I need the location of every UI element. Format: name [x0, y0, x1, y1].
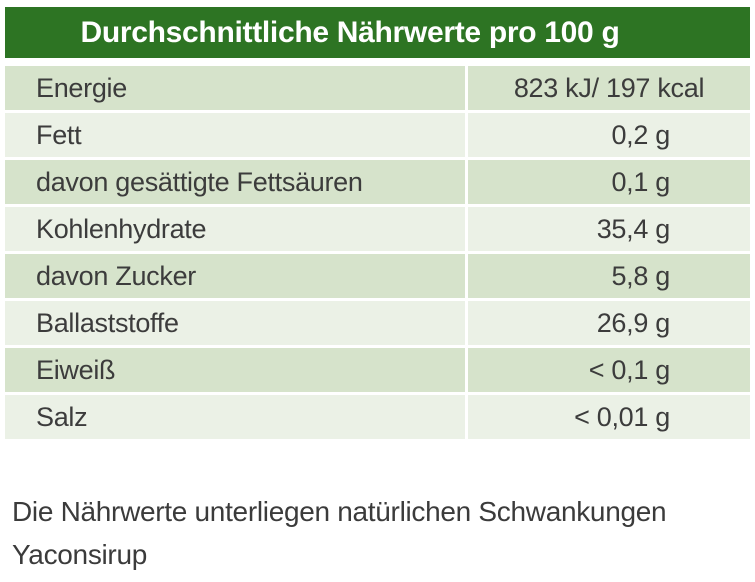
table-row-eiweiss: Eiweiß < 0,1 g — [5, 348, 750, 392]
nutrient-label: Ballaststoffe — [5, 301, 465, 345]
table-row-fett: Fett 0,2 g — [5, 113, 750, 157]
nutrient-value: 0,2 g — [468, 113, 750, 157]
nutrient-value: 823 kJ/ 197 kcal — [468, 66, 750, 110]
table-row-zucker: davon Zucker 5,8 g — [5, 254, 750, 298]
table-row-salz: Salz < 0,01 g — [5, 395, 750, 439]
nutrient-label: Eiweiß — [5, 348, 465, 392]
nutrient-label: Energie — [5, 66, 465, 110]
nutrient-value: 26,9 g — [468, 301, 750, 345]
nutrient-label: Salz — [5, 395, 465, 439]
table-row-energie: Energie 823 kJ/ 197 kcal — [5, 66, 750, 110]
disclaimer-text: Die Nährwerte unterliegen natürlichen Sc… — [12, 496, 667, 527]
product-name: Yaconsirup — [12, 539, 148, 570]
nutrition-table: Durchschnittliche Nährwerte pro 100 g En… — [5, 7, 750, 439]
nutrient-value: < 0,1 g — [468, 348, 750, 392]
table-title-bar: Durchschnittliche Nährwerte pro 100 g — [5, 7, 750, 58]
nutrient-label: davon gesättigte Fettsäuren — [5, 160, 465, 204]
nutrient-label: davon Zucker — [5, 254, 465, 298]
table-row-ballaststoffe: Ballaststoffe 26,9 g — [5, 301, 750, 345]
table-title: Durchschnittliche Nährwerte pro 100 g — [80, 15, 620, 49]
table-row-kohlenhydrate: Kohlenhydrate 35,4 g — [5, 207, 750, 251]
footer-note: Die Nährwerte unterliegen natürlichen Sc… — [12, 490, 667, 576]
nutrient-value: < 0,01 g — [468, 395, 750, 439]
nutrient-label: Kohlenhydrate — [5, 207, 465, 251]
nutrient-value: 35,4 g — [468, 207, 750, 251]
nutrient-label: Fett — [5, 113, 465, 157]
table-row-gesaettigte-fettsaeuren: davon gesättigte Fettsäuren 0,1 g — [5, 160, 750, 204]
nutrient-value: 0,1 g — [468, 160, 750, 204]
nutrient-value: 5,8 g — [468, 254, 750, 298]
